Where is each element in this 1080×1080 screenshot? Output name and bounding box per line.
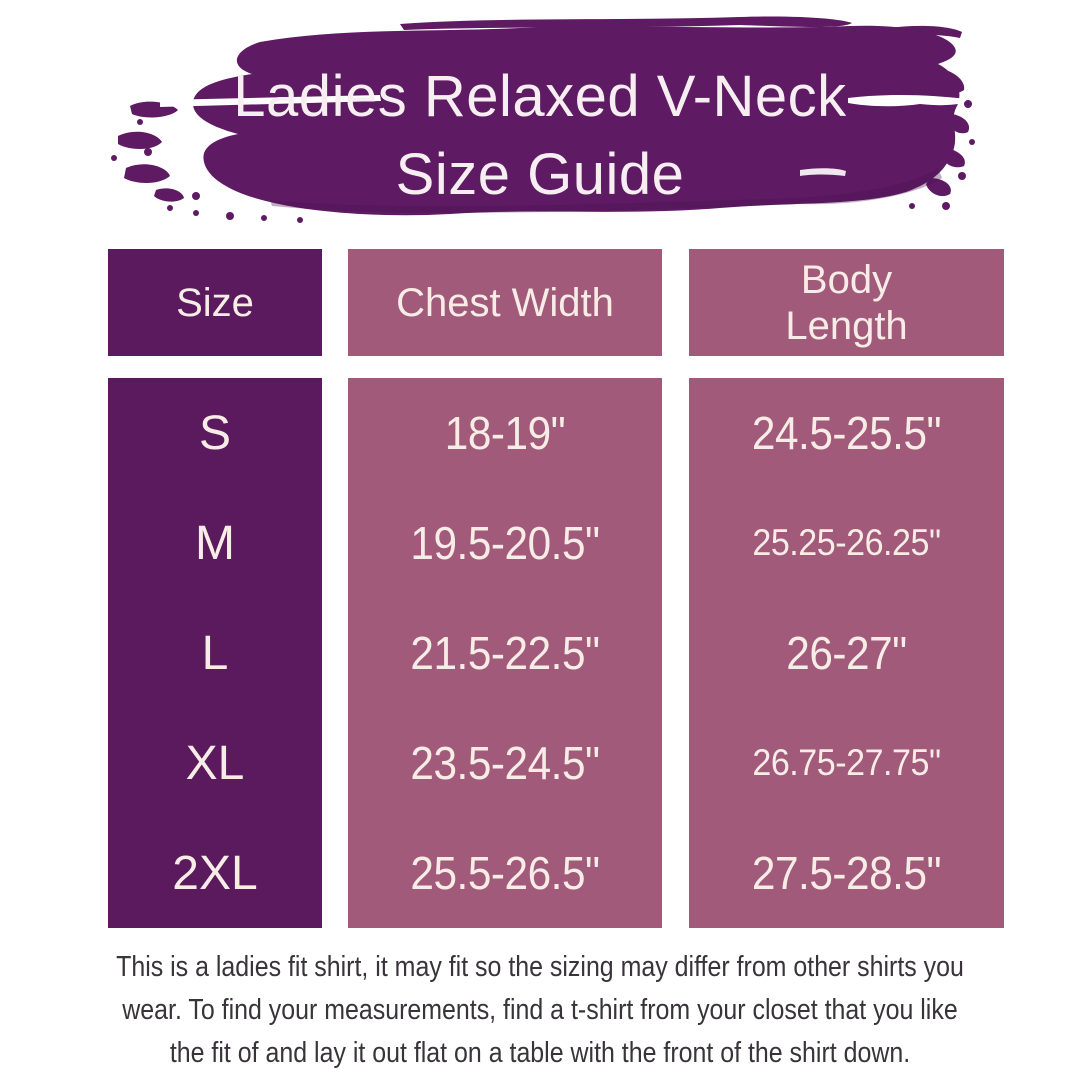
body-length-cell: 25.25-26.25"	[752, 522, 941, 563]
chest-width-cell: 25.5-26.5"	[410, 847, 600, 899]
column-header-body-length: Body Length	[689, 249, 1004, 356]
chest-width-cell: 21.5-22.5"	[410, 627, 600, 679]
footer-note: This is a ladies fit shirt, it may fit s…	[76, 946, 1005, 1075]
footer-line-2: wear. To find your measurements, find a …	[122, 994, 958, 1026]
size-cell: M	[195, 516, 235, 570]
body-length-cell: 27.5-28.5"	[751, 847, 942, 899]
column-header-chest-width: Chest Width	[348, 249, 662, 356]
brush-stroke-graphic	[111, 16, 975, 223]
size-column: S M L XL 2XL	[108, 378, 322, 928]
size-cell: S	[198, 406, 231, 460]
chest-width-column: 18-19" 19.5-20.5" 21.5-22.5" 23.5-24.5" …	[348, 378, 662, 928]
chest-width-cell: 23.5-24.5"	[410, 737, 600, 789]
chest-width-cell: 19.5-20.5"	[410, 517, 600, 569]
size-cell: L	[201, 626, 229, 680]
column-header-chest-width-label: Chest Width	[396, 280, 614, 325]
body-length-cell: 26-27"	[786, 627, 907, 679]
body-length-cell: 26.75-27.75"	[752, 742, 941, 783]
size-cell: 2XL	[172, 846, 258, 900]
title-line-1: Ladies Relaxed V-Neck	[233, 64, 847, 129]
column-header-size: Size	[108, 249, 322, 356]
size-cell: XL	[185, 736, 245, 790]
chest-width-cell: 18-19"	[444, 407, 566, 459]
column-header-body-length-label: Body Length	[785, 257, 908, 348]
page-title: Ladies Relaxed V-Neck Size Guide	[0, 58, 1080, 214]
footer-line-1: This is a ladies fit shirt, it may fit s…	[116, 951, 964, 983]
body-length-cell: 24.5-25.5"	[751, 407, 942, 459]
footer-line-3: the fit of and lay it out flat on a tabl…	[169, 1037, 911, 1069]
column-header-size-label: Size	[176, 280, 254, 325]
header	[100, 10, 980, 240]
title-line-2: Size Guide	[395, 142, 685, 207]
body-length-column: 24.5-25.5" 25.25-26.25" 26-27" 26.75-27.…	[689, 378, 1004, 928]
